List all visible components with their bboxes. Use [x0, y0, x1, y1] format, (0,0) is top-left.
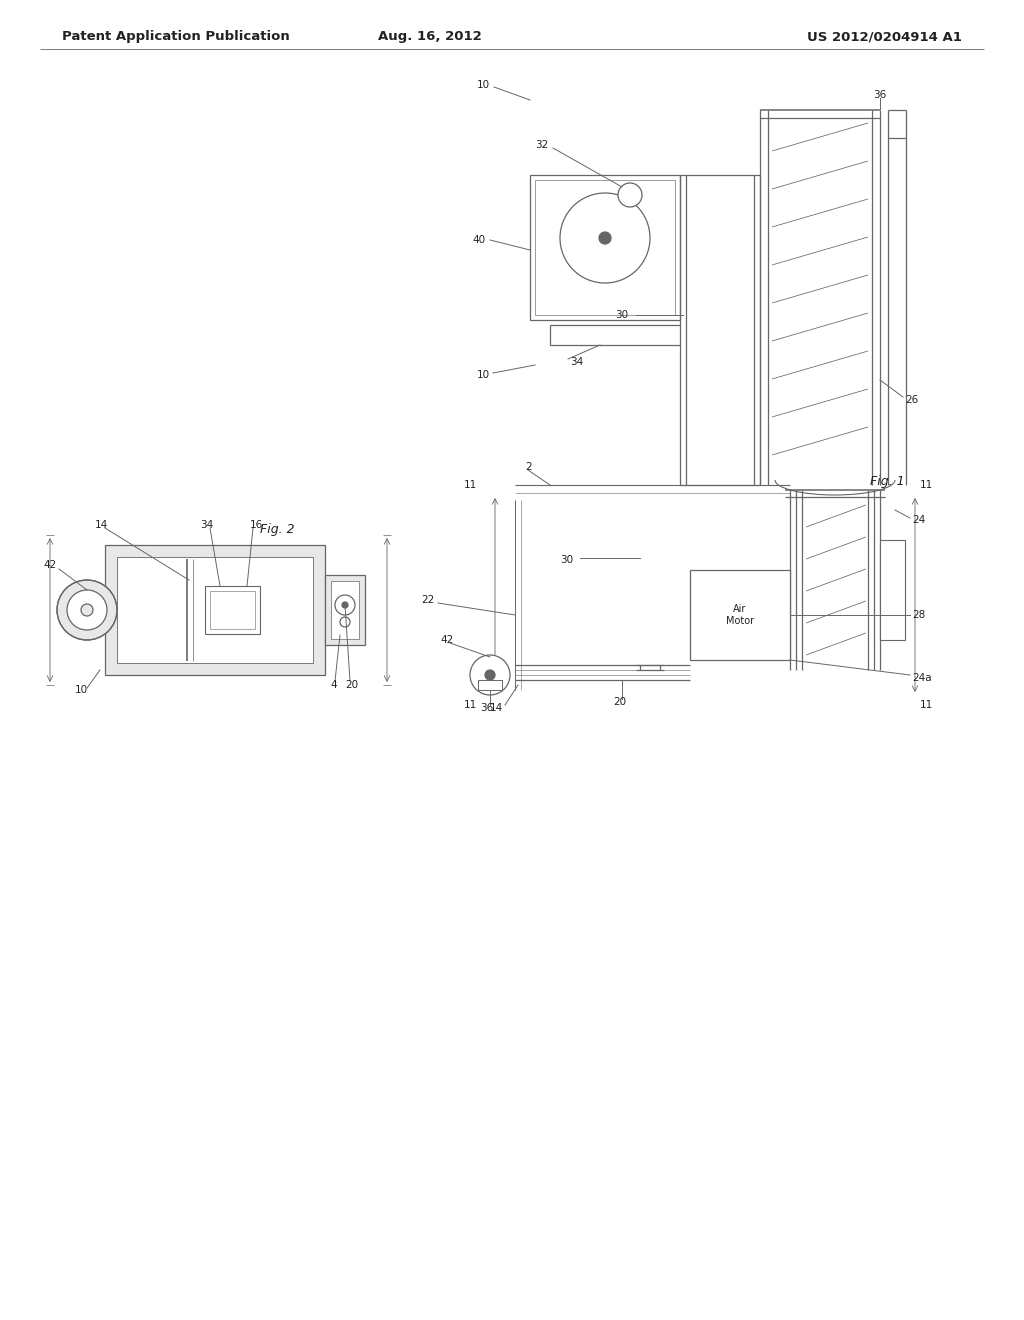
Text: 2: 2	[525, 462, 531, 473]
Bar	[210, 591, 255, 630]
Text: US 2012/0204914 A1: US 2012/0204914 A1	[807, 30, 962, 44]
Text: 4: 4	[330, 680, 337, 690]
Bar	[530, 176, 680, 319]
Bar	[880, 540, 905, 640]
Text: 16: 16	[250, 520, 263, 531]
Text: 10: 10	[477, 370, 490, 380]
Text: 24: 24	[912, 515, 926, 525]
Text: 42: 42	[44, 560, 57, 570]
Text: Fig. 1: Fig. 1	[870, 475, 904, 488]
Circle shape	[470, 655, 510, 696]
Circle shape	[618, 183, 642, 207]
Text: 20: 20	[345, 680, 358, 690]
Circle shape	[335, 595, 355, 615]
Circle shape	[67, 590, 106, 630]
Text: Aug. 16, 2012: Aug. 16, 2012	[378, 30, 482, 44]
Text: 36: 36	[480, 704, 494, 713]
Text: 11: 11	[464, 700, 477, 710]
Text: 40: 40	[473, 235, 486, 246]
Bar	[105, 545, 325, 675]
Text: 36: 36	[873, 90, 887, 100]
Text: Fig. 2: Fig. 2	[260, 524, 295, 536]
Text: 11: 11	[464, 480, 477, 490]
Bar	[690, 570, 790, 660]
Circle shape	[342, 602, 348, 609]
Bar	[478, 680, 502, 690]
Circle shape	[627, 191, 633, 198]
Circle shape	[57, 579, 117, 640]
Text: 10: 10	[75, 685, 88, 696]
Text: 34: 34	[570, 356, 584, 367]
Text: 11: 11	[920, 700, 933, 710]
Text: Patent Application Publication: Patent Application Publication	[62, 30, 290, 44]
Bar	[325, 576, 365, 645]
Bar	[331, 581, 359, 639]
Text: 24a: 24a	[912, 673, 932, 682]
Text: 42: 42	[440, 635, 454, 645]
Text: 14: 14	[95, 520, 109, 531]
Bar	[535, 180, 675, 315]
Text: 28: 28	[912, 610, 926, 620]
Circle shape	[340, 616, 350, 627]
Circle shape	[560, 193, 650, 282]
Text: Air
Motor: Air Motor	[726, 605, 754, 626]
Text: 30: 30	[615, 310, 628, 319]
Text: 22: 22	[422, 595, 435, 605]
Bar	[117, 557, 313, 663]
Text: 26: 26	[905, 395, 919, 405]
Text: 30: 30	[560, 554, 573, 565]
Circle shape	[599, 232, 611, 244]
Text: 34: 34	[200, 520, 213, 531]
Circle shape	[485, 671, 495, 680]
Text: 14: 14	[490, 704, 503, 713]
Text: 32: 32	[535, 140, 548, 150]
Text: 20: 20	[613, 697, 627, 708]
Bar	[205, 586, 260, 634]
Text: 11: 11	[920, 480, 933, 490]
Circle shape	[81, 605, 93, 616]
Text: 10: 10	[477, 81, 490, 90]
